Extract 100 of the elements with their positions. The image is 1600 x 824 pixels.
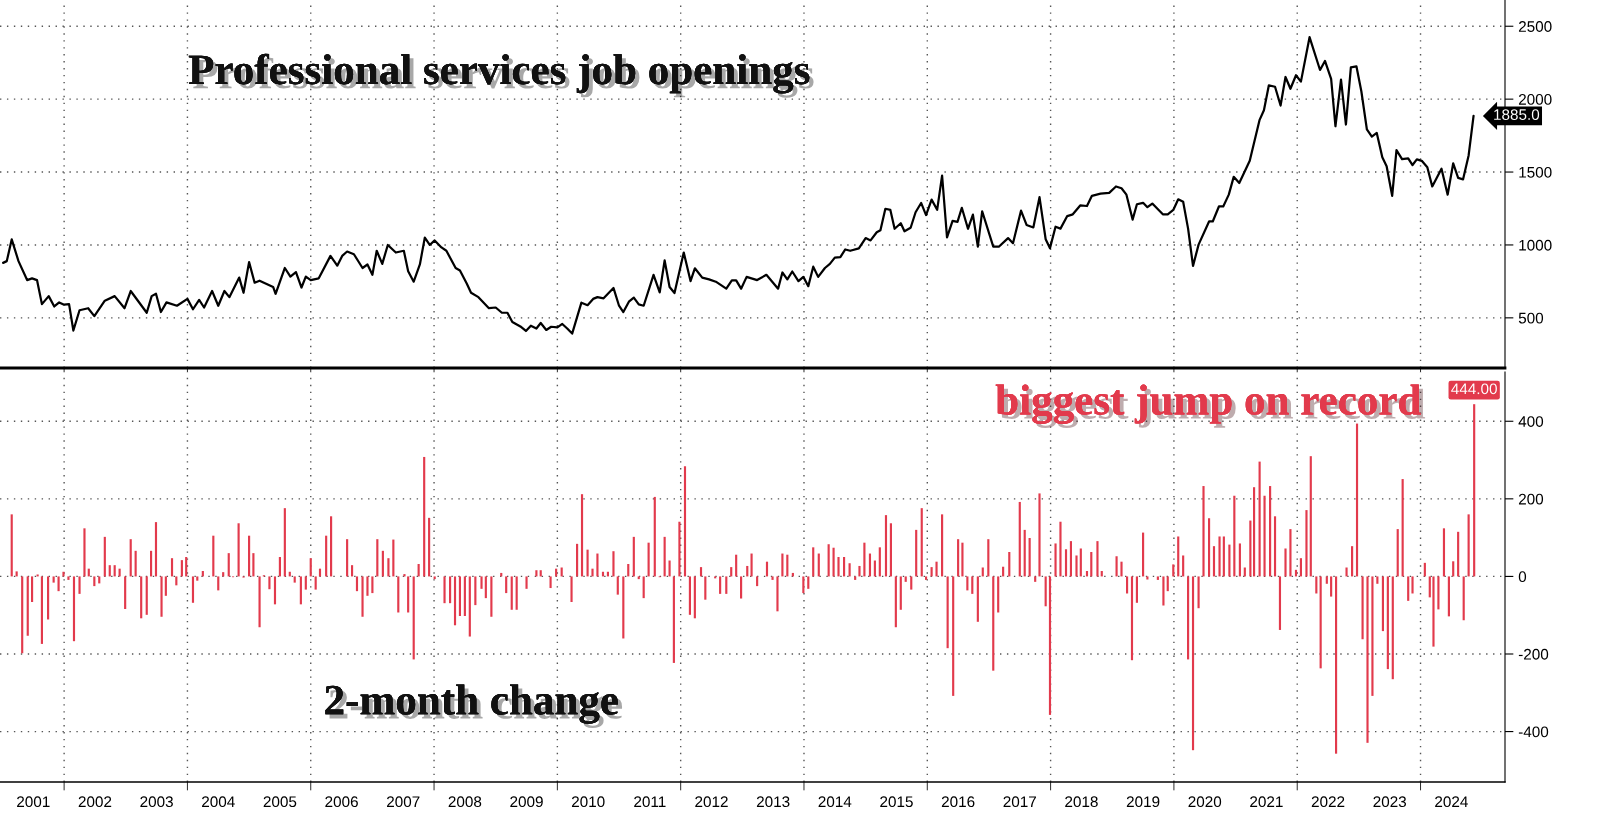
bar — [952, 576, 955, 696]
bar — [1249, 520, 1252, 577]
bar — [129, 539, 132, 577]
bar — [637, 576, 640, 580]
bar — [248, 535, 251, 577]
bar — [884, 515, 888, 577]
bar — [1284, 548, 1287, 577]
x-tick-label: 2021 — [1250, 796, 1283, 808]
bar — [1355, 423, 1359, 577]
bar — [1305, 510, 1308, 577]
bar — [688, 576, 691, 615]
bar — [515, 576, 518, 610]
y-tick-label: 500 — [1518, 312, 1544, 324]
bar — [771, 576, 774, 580]
bar — [580, 494, 584, 577]
bar — [407, 576, 410, 613]
bar — [622, 576, 625, 639]
bar — [663, 536, 666, 577]
bar — [1269, 486, 1272, 577]
bar — [1238, 543, 1241, 577]
bar — [258, 576, 261, 628]
bar — [935, 561, 938, 577]
bar — [807, 576, 810, 589]
bar — [576, 543, 579, 577]
bar — [149, 550, 153, 577]
bar — [1376, 576, 1379, 584]
x-tick-label: 2013 — [756, 796, 790, 808]
y-tick-label: 400 — [1518, 416, 1544, 427]
bar — [693, 576, 696, 619]
bar — [946, 576, 949, 649]
y-tick-label: 200 — [1518, 493, 1544, 505]
bar — [616, 576, 619, 595]
bar — [98, 576, 101, 584]
bar — [596, 553, 599, 577]
bar — [453, 576, 457, 626]
x-tick-label: 2010 — [571, 796, 605, 808]
bar — [941, 514, 944, 577]
bar — [212, 535, 215, 577]
y-tick-label: 0 — [1518, 571, 1527, 583]
bar — [361, 576, 364, 617]
bar — [443, 576, 446, 604]
bar — [1457, 531, 1460, 577]
bar — [910, 576, 913, 590]
bar — [1135, 576, 1138, 603]
bar — [366, 576, 369, 596]
bar — [268, 576, 271, 590]
bar — [560, 567, 563, 577]
x-tick-label: 2012 — [695, 796, 728, 808]
bar — [15, 571, 18, 577]
bar — [480, 576, 483, 589]
bar — [868, 553, 872, 577]
bar — [1351, 546, 1354, 577]
bar — [134, 550, 137, 577]
bar — [52, 576, 55, 583]
bar — [1044, 576, 1047, 607]
bar — [217, 576, 220, 591]
bar — [62, 571, 65, 577]
bar — [1059, 521, 1062, 577]
bar — [423, 456, 426, 577]
bar — [376, 539, 379, 577]
bar — [894, 576, 897, 628]
bar — [185, 557, 188, 577]
bar — [314, 576, 317, 590]
bar — [612, 551, 615, 577]
bar — [283, 508, 286, 577]
bar — [330, 516, 333, 577]
bar — [1467, 514, 1470, 577]
bar — [525, 576, 528, 589]
data-label: 1885.0 — [1494, 109, 1540, 121]
bar — [160, 576, 163, 617]
bar — [832, 547, 835, 577]
bar — [449, 576, 452, 604]
bar — [1115, 556, 1118, 577]
bar — [1432, 576, 1435, 647]
bar — [539, 570, 542, 577]
bar — [957, 539, 960, 577]
bar — [83, 528, 86, 577]
bar — [1028, 538, 1031, 577]
bar — [170, 558, 174, 577]
bar — [1473, 404, 1476, 577]
bar — [463, 576, 466, 616]
bar — [278, 557, 281, 577]
bar — [30, 576, 34, 603]
bar — [1289, 529, 1292, 577]
bar — [1233, 495, 1236, 577]
bar — [325, 535, 328, 577]
x-tick-label: 2002 — [78, 796, 112, 808]
bar — [346, 539, 349, 577]
bar — [1345, 567, 1348, 577]
bar — [1391, 576, 1394, 680]
bar — [1423, 562, 1426, 577]
bar — [817, 553, 820, 577]
bar — [113, 565, 116, 577]
bar — [293, 576, 296, 583]
bar — [1023, 529, 1026, 577]
bar — [756, 576, 759, 587]
bar — [591, 568, 594, 577]
bar — [730, 567, 733, 577]
bar — [1258, 461, 1261, 577]
bar — [67, 576, 70, 580]
